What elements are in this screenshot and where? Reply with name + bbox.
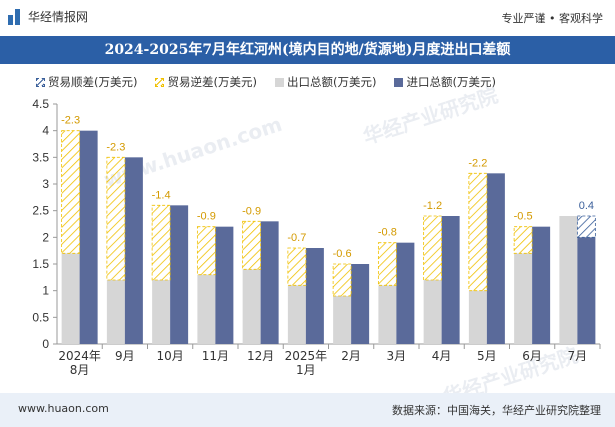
legend-swatch-import	[394, 77, 404, 87]
legend-item-export: 出口总额(万美元)	[274, 74, 377, 90]
balance-label: -0.5	[514, 211, 533, 223]
balance-label: -2.3	[106, 141, 125, 153]
balance-label: -2.2	[468, 157, 487, 169]
y-tick-label: 2.5	[32, 204, 49, 218]
import-bar	[124, 157, 143, 344]
x-tick-label: 5月	[477, 349, 497, 363]
x-tick-label: 2025年	[285, 349, 328, 363]
export-bar	[61, 253, 80, 344]
balance-label: -1.2	[423, 200, 442, 212]
export-bar	[559, 216, 578, 344]
footer: www.huaon.com 数据来源：中国海关，华经产业研究院整理	[0, 393, 615, 427]
import-bar	[441, 216, 460, 344]
export-bar	[197, 274, 216, 344]
deficit-segment	[332, 263, 352, 297]
import-bar	[486, 173, 505, 344]
x-tick-label: 1月	[296, 363, 316, 377]
x-tick-label: 9月	[115, 349, 135, 363]
import-bar	[305, 248, 324, 344]
x-tick-label: 6月	[522, 349, 542, 363]
export-bar	[514, 253, 533, 344]
x-tick-label: 11月	[202, 349, 229, 363]
logo-icon	[8, 8, 22, 25]
export-bar	[152, 280, 171, 344]
import-bar	[396, 242, 415, 344]
balance-label: -0.7	[287, 232, 306, 244]
legend-swatch-surplus	[155, 77, 165, 87]
export-bar	[287, 285, 306, 344]
import-bar	[79, 130, 98, 344]
export-bar	[423, 280, 442, 344]
balance-label: -0.9	[242, 205, 261, 217]
import-bar	[532, 226, 551, 344]
chart-title: 2024-2025年7月年红河州(境内目的地/货源地)月度进出口差额	[104, 42, 511, 58]
balance-label: -0.6	[333, 248, 352, 260]
deficit-segment	[513, 226, 533, 254]
import-bar	[170, 205, 189, 344]
y-tick-label: 3.5	[32, 150, 49, 164]
deficit-segment	[196, 226, 216, 276]
export-bar	[333, 296, 352, 344]
logo: 华经情报网	[8, 8, 88, 25]
x-tick-label: 7月	[568, 349, 588, 363]
deficit-segment	[151, 204, 171, 281]
deficit-segment	[287, 247, 307, 286]
legend-item-surplus: 贸易逆差(万美元)	[155, 74, 257, 90]
legend-label-import: 进口总额(万美元)	[406, 75, 496, 89]
y-tick-label: 2	[42, 230, 49, 244]
x-tick-label: 10月	[156, 349, 183, 363]
deficit-segment	[106, 156, 126, 281]
deficit-segment	[61, 130, 81, 254]
legend-item-deficit: 贸易顺差(万美元)	[36, 74, 137, 90]
y-tick-label: 1.5	[32, 257, 49, 271]
balance-label: 0.4	[579, 200, 594, 212]
balance-label: -0.9	[197, 211, 216, 223]
import-bar	[215, 226, 234, 344]
legend-label-deficit: 贸易顺差(万美元)	[48, 75, 138, 89]
footer-source: 数据来源：中国海关，华经产业研究院整理	[392, 404, 601, 417]
balance-label: -2.3	[61, 115, 80, 127]
legend-swatch-deficit	[36, 77, 45, 87]
y-tick-label: 3	[42, 177, 49, 191]
chart-legend: 贸易顺差(万美元) 贸易逆差(万美元) 出口总额(万美元) 进口总额(万美元)	[36, 74, 496, 90]
deficit-segment	[242, 220, 262, 270]
surplus-segment	[576, 215, 596, 238]
export-bar	[378, 285, 397, 344]
balance-label: -1.4	[152, 189, 171, 201]
deficit-segment	[377, 242, 397, 286]
y-tick-label: 4	[42, 124, 49, 138]
title-bar: 2024-2025年7月年红河州(境内目的地/货源地)月度进出口差额	[0, 36, 615, 64]
export-bar	[242, 269, 261, 344]
y-tick-label: 1	[42, 284, 49, 298]
footer-site: www.huaon.com	[18, 402, 109, 415]
tagline: 专业严谨 • 客观科学	[501, 12, 603, 25]
y-tick-label: 4.5	[32, 97, 49, 111]
x-tick-label: 2月	[341, 349, 361, 363]
y-tick-label: 0.5	[32, 310, 49, 324]
legend-swatch-export	[274, 77, 284, 87]
x-tick-label: 4月	[432, 349, 452, 363]
export-bar	[106, 280, 125, 344]
export-bar	[468, 290, 487, 344]
import-bar	[577, 237, 596, 344]
balance-label: -0.8	[378, 227, 397, 239]
legend-label-surplus: 贸易逆差(万美元)	[167, 75, 257, 89]
import-bar	[260, 221, 279, 344]
chart-marks: -2.3 -2.3 -1.4 -0.9 -0.9 -0.7 -0.6 -0.8 -1.2 -2.2…	[61, 115, 596, 344]
header-bar: 华经情报网 专业严谨 • 客观科学	[0, 0, 615, 36]
deficit-segment	[468, 172, 488, 292]
x-tick-label: 3月	[387, 349, 407, 363]
x-tick-label: 8月	[70, 363, 90, 377]
y-tick-label: 0	[42, 337, 49, 351]
x-tick-label: 12月	[247, 349, 274, 363]
legend-label-export: 出口总额(万美元)	[286, 75, 377, 89]
x-tick-label: 2024年	[58, 349, 101, 363]
import-bar	[351, 264, 370, 344]
legend-item-import: 进口总额(万美元)	[394, 74, 496, 90]
logo-text: 华经情报网	[28, 10, 89, 24]
deficit-segment	[423, 215, 443, 281]
